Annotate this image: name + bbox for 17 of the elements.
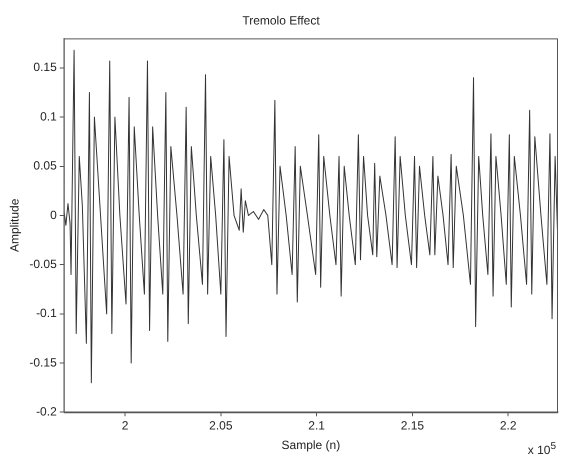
y-tick-label: -0.2 [36, 404, 58, 419]
x-tick-label: 2.05 [209, 418, 233, 433]
chart-title: Tremolo Effect [242, 14, 320, 28]
y-tick-label: -0.15 [29, 355, 58, 370]
y-axis-title: Amplitude [8, 198, 22, 252]
y-tick-label: 0.15 [33, 60, 58, 74]
y-tick-label: 0.1 [40, 109, 58, 124]
text: x 10$^{5}$ [528, 441, 556, 457]
x-tick-label: 2 [122, 418, 129, 433]
y-tick-label: -0.05 [29, 256, 58, 271]
y-tick-label: 0 [50, 208, 58, 222]
y-tick-label: 0.05 [33, 158, 58, 173]
x-tick-label: 2.1 [308, 418, 326, 433]
x-axis-title: Sample (n) [282, 438, 340, 452]
x-tick-label: 2.15 [400, 418, 424, 433]
y-tick-label: -0.1 [36, 306, 58, 320]
x-tick-label: 2.2 [500, 418, 517, 433]
